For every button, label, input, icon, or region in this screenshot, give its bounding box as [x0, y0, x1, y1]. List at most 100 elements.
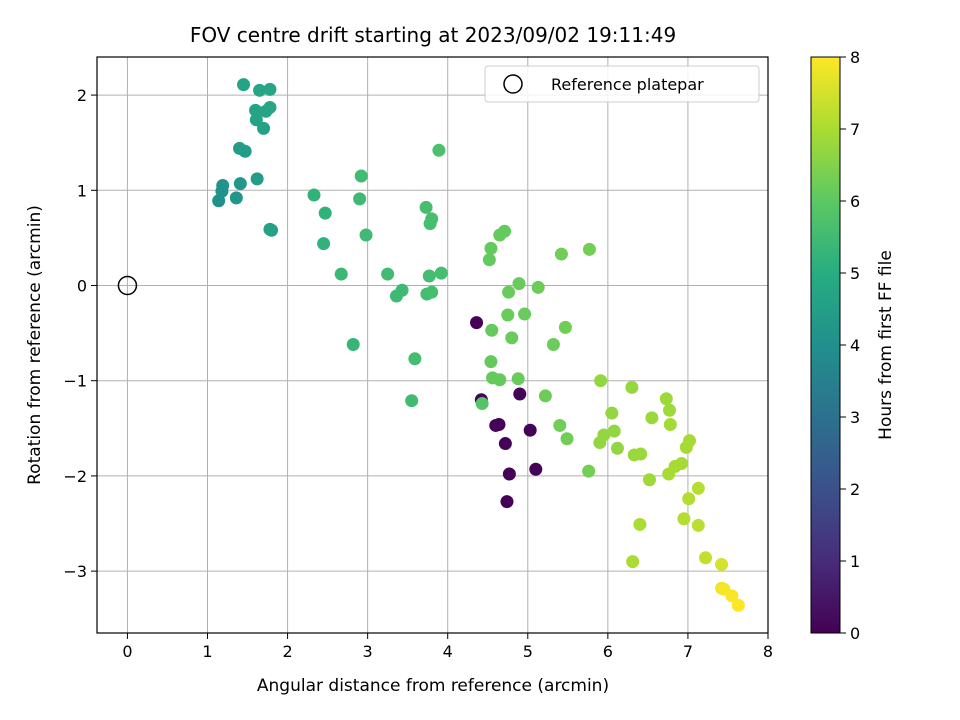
y-axis-label: Rotation from reference (arcmin): [25, 205, 45, 485]
chart-title: FOV centre drift starting at 2023/09/02 …: [190, 23, 676, 47]
colorbar-tick-label: 0: [850, 624, 860, 643]
data-point: [691, 481, 705, 495]
data-point: [265, 223, 279, 237]
data-point: [659, 392, 673, 406]
data-point: [470, 316, 484, 330]
colorbar-tick-label: 8: [850, 48, 860, 67]
x-tick-label: 8: [763, 642, 773, 661]
data-point: [699, 551, 713, 565]
data-point: [501, 308, 515, 322]
data-point: [607, 424, 621, 438]
data-point: [725, 589, 739, 603]
data-point: [419, 200, 433, 214]
data-point: [529, 462, 543, 476]
colorbar: [810, 56, 841, 634]
data-point: [683, 434, 697, 448]
colorbar-tick-label: 1: [850, 552, 860, 571]
data-point: [212, 194, 226, 208]
data-point: [405, 394, 419, 408]
data-point: [605, 406, 619, 420]
colorbar-ticks: 0 1 2 3 4 5 6 7 8: [840, 48, 860, 643]
colorbar-tick-label: 2: [850, 480, 860, 499]
data-point: [513, 387, 527, 401]
colorbar-tick-label: 7: [850, 120, 860, 139]
data-point: [531, 280, 545, 294]
data-point: [633, 517, 647, 531]
data-point: [594, 374, 608, 388]
y-tick-label: 0: [77, 276, 87, 295]
data-point: [484, 241, 498, 255]
x-tick-label: 2: [282, 642, 292, 661]
y-axis-ticks: −3 −2 −1 0 1 2: [63, 86, 97, 581]
data-point: [408, 352, 422, 366]
data-point: [353, 192, 367, 206]
colorbar-tick-label: 5: [850, 264, 860, 283]
data-point: [354, 169, 368, 183]
data-point: [511, 372, 525, 386]
x-axis-label: Angular distance from reference (arcmin): [257, 676, 609, 696]
data-point: [502, 285, 516, 299]
data-point: [422, 269, 436, 283]
data-point: [482, 253, 496, 267]
colorbar-tick-label: 6: [850, 192, 860, 211]
data-point: [682, 492, 696, 506]
data-point: [434, 266, 448, 280]
data-point: [523, 423, 537, 437]
legend-marker-reference: [503, 74, 523, 94]
data-point: [610, 441, 624, 455]
colorbar-tick-label: 4: [850, 336, 860, 355]
data-point: [642, 473, 656, 487]
y-tick-label: 1: [77, 181, 87, 200]
data-point: [560, 432, 574, 446]
plot-frame: [96, 56, 769, 634]
data-point: [233, 177, 247, 191]
data-point: [731, 598, 745, 612]
data-point: [253, 83, 267, 97]
data-point: [498, 437, 512, 451]
data-point: [553, 418, 567, 432]
data-point: [505, 331, 519, 345]
data-point: [546, 338, 560, 352]
data-point: [249, 113, 263, 127]
data-point: [500, 495, 514, 509]
data-point: [582, 242, 596, 256]
x-tick-label: 1: [202, 642, 212, 661]
y-tick-label: −3: [63, 562, 87, 581]
data-point: [318, 206, 332, 220]
data-point: [498, 224, 512, 238]
data-point: [381, 267, 395, 281]
x-tick-label: 0: [122, 642, 132, 661]
scatter-points: [212, 78, 745, 612]
x-tick-label: 5: [523, 642, 533, 661]
plot-area: [97, 57, 768, 633]
data-point: [502, 467, 516, 481]
data-point: [250, 172, 264, 186]
data-point: [582, 464, 596, 478]
data-point: [593, 436, 607, 450]
data-point: [317, 237, 331, 251]
data-point: [554, 247, 568, 261]
data-point: [359, 228, 373, 242]
data-point: [249, 103, 263, 117]
data-point: [691, 518, 705, 532]
data-point: [432, 143, 446, 157]
data-point: [663, 403, 677, 417]
data-point: [493, 373, 507, 387]
data-point: [425, 285, 439, 299]
data-point: [237, 78, 251, 92]
data-point: [677, 512, 691, 526]
colorbar-tick-label: 3: [850, 408, 860, 427]
data-point: [715, 557, 729, 571]
data-point: [395, 283, 409, 297]
data-point: [484, 355, 498, 369]
data-point: [538, 389, 552, 403]
grid-lines: [97, 57, 769, 633]
data-point: [263, 100, 277, 114]
data-point: [485, 323, 499, 337]
data-point: [625, 380, 639, 394]
data-point: [626, 555, 640, 569]
x-axis-ticks: 0 1 2 3 4 5 6 7 8: [122, 633, 773, 661]
x-tick-label: 7: [683, 642, 693, 661]
data-point: [645, 411, 659, 425]
